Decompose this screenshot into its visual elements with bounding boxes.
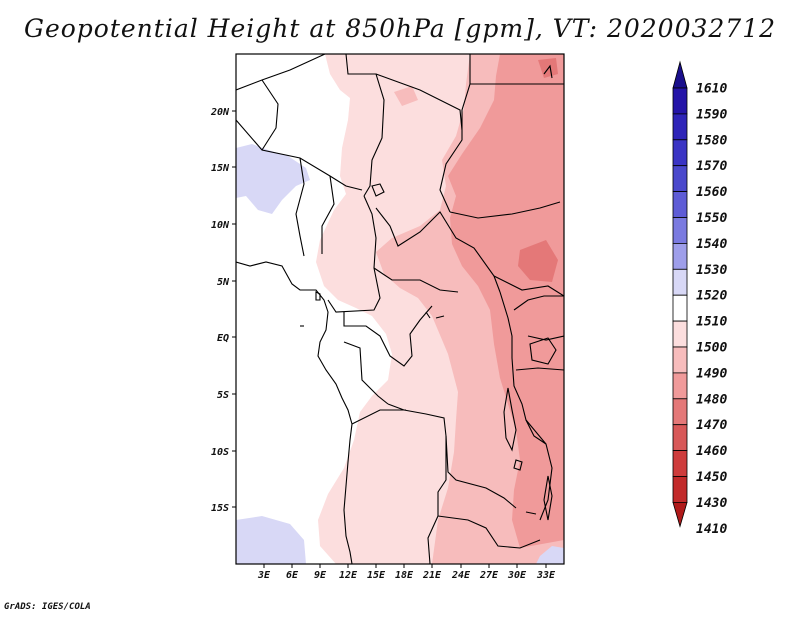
field-1520-region-west bbox=[236, 144, 310, 214]
x-tick-label: 12E bbox=[339, 570, 358, 581]
colorbar-swatch bbox=[672, 191, 688, 218]
field-1480-region bbox=[448, 54, 564, 548]
colorbar-label: 1580 bbox=[696, 133, 727, 148]
lake-malawi bbox=[543, 475, 553, 521]
y-tick-label: 10S bbox=[211, 447, 229, 458]
colorbar-swatch bbox=[672, 398, 688, 426]
x-tick-label: 18E bbox=[395, 570, 414, 581]
x-tick-label: 15E bbox=[367, 570, 386, 581]
footer-credit: GrADS: IGES/COLA bbox=[4, 602, 91, 612]
colorbar-swatch bbox=[672, 87, 688, 115]
x-tick-label: 33E bbox=[536, 570, 556, 581]
map-title: Geopotential Height at 850hPa [gpm], VT:… bbox=[23, 14, 777, 43]
lake-tanganyika bbox=[503, 387, 517, 452]
y-tick-label: 5S bbox=[217, 390, 229, 401]
colorbar-label: 1480 bbox=[696, 392, 727, 407]
colorbar-label: 1540 bbox=[696, 237, 727, 252]
colorbar-top-arrow bbox=[672, 60, 688, 89]
x-tick-label: 24E bbox=[451, 570, 471, 581]
colorbar-label: 1530 bbox=[696, 263, 727, 278]
x-tick-label: 21E bbox=[422, 570, 442, 581]
y-tick-label: 10N bbox=[211, 220, 230, 231]
field-1490-spot bbox=[394, 86, 418, 106]
colorbar-swatch bbox=[672, 294, 688, 322]
colorbar-label: 1500 bbox=[696, 341, 727, 356]
y-tick-label: 5N bbox=[217, 277, 230, 288]
colorbar-swatch bbox=[672, 268, 688, 296]
colorbar-swatch bbox=[672, 113, 688, 141]
colorbar-label: 1470 bbox=[696, 418, 727, 433]
x-tick-label: 27E bbox=[479, 570, 499, 581]
field-1520-spot-east bbox=[536, 546, 564, 564]
x-tick-label: 3E bbox=[257, 570, 271, 581]
colorbar-label: 1570 bbox=[696, 159, 727, 174]
colorbar-label: 1510 bbox=[696, 315, 727, 330]
colorbar-swatch bbox=[672, 450, 688, 477]
colorbar-swatch bbox=[672, 424, 688, 452]
colorbar-label: 1450 bbox=[696, 470, 727, 485]
boundaries bbox=[236, 54, 564, 564]
x-axis: 3E 6E 9E 12E 15E 18E 21E 24E 27E 30E 33E bbox=[257, 564, 556, 581]
y-tick-label: 15N bbox=[211, 163, 230, 174]
colorbar-label: 1520 bbox=[696, 289, 727, 304]
colorbar-swatch bbox=[672, 476, 688, 503]
x-tick-label: 9E bbox=[314, 570, 327, 581]
colorbar-swatch bbox=[672, 217, 688, 244]
colorbar-swatch bbox=[672, 165, 688, 192]
colorbar: 1610 1590 1580 1570 1560 1550 1540 1530 1520 1510… bbox=[672, 60, 727, 537]
colorbar-label: 1430 bbox=[696, 496, 727, 511]
colorbar-label: 1550 bbox=[696, 211, 727, 226]
y-tick-label: EQ bbox=[217, 333, 229, 344]
field-1470-region bbox=[518, 240, 558, 282]
colorbar-swatch bbox=[672, 320, 688, 348]
colorbar-bottom-arrow bbox=[672, 502, 688, 528]
coastline-west-africa bbox=[236, 261, 353, 564]
height-field bbox=[236, 54, 564, 564]
field-1520-region-south bbox=[236, 516, 306, 564]
colorbar-label: 1590 bbox=[696, 107, 727, 122]
colorbar-swatch bbox=[672, 372, 688, 400]
colorbar-swatch bbox=[672, 139, 688, 167]
colorbar-label: 1490 bbox=[696, 366, 727, 381]
y-tick-label: 20N bbox=[210, 107, 230, 118]
x-tick-label: 6E bbox=[286, 570, 299, 581]
lake-victoria bbox=[529, 337, 557, 365]
y-tick-label: 15S bbox=[211, 503, 229, 514]
colorbar-label: 1410 bbox=[696, 522, 727, 537]
y-axis: 20N 15N 10N 5N EQ 5S 10S 15S bbox=[210, 107, 236, 514]
plot-frame bbox=[235, 53, 565, 565]
lake-chad bbox=[371, 183, 385, 197]
colorbar-label: 1610 bbox=[696, 82, 727, 97]
colorbar-label: 1460 bbox=[696, 444, 727, 459]
x-tick-label: 30E bbox=[507, 570, 527, 581]
colorbar-swatch bbox=[672, 242, 688, 270]
colorbar-swatch bbox=[672, 346, 688, 374]
colorbar-label: 1560 bbox=[696, 185, 727, 200]
